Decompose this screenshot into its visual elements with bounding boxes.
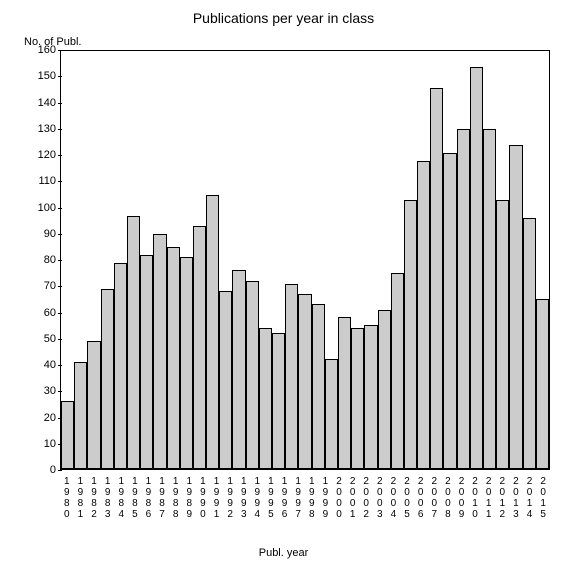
x-tick-label: 2000 [332,472,346,532]
chart-container: Publications per year in class No. of Pu… [0,0,567,567]
x-ticks: 1980198119821983198419851986198719881989… [60,472,550,532]
y-tick-label: 30 [0,385,56,397]
bar [180,257,193,469]
bar [443,153,456,469]
x-tick-label: 2009 [455,472,469,532]
x-tick-label: 1996 [278,472,292,532]
bar [127,216,140,469]
x-tick-label: 1980 [60,472,74,532]
bar [338,317,351,469]
bar [430,88,443,469]
plot-area [60,50,550,470]
x-tick-label: 1982 [87,472,101,532]
x-tick-label: 1992 [223,472,237,532]
y-tick-label: 80 [0,254,56,266]
x-tick-label: 1995 [264,472,278,532]
bar [364,325,377,469]
bar [87,341,100,469]
y-tick-label: 110 [0,175,56,187]
bar [167,247,180,469]
bar [114,263,127,469]
bar [536,299,549,469]
y-tick-label: 60 [0,307,56,319]
bar [153,234,166,469]
bar [272,333,285,469]
y-tick-label: 150 [0,70,56,82]
bar [206,195,219,469]
bar [193,226,206,469]
bar [391,273,404,469]
x-tick-label: 1985 [128,472,142,532]
y-tick-label: 40 [0,359,56,371]
bar [325,359,338,469]
x-tick-label: 2002 [359,472,373,532]
bar [74,362,87,469]
y-tick-label: 70 [0,280,56,292]
x-tick-label: 1991 [210,472,224,532]
x-tick-label: 2013 [509,472,523,532]
x-tick-label: 2010 [468,472,482,532]
x-tick-label: 1988 [169,472,183,532]
y-tick-label: 120 [0,149,56,161]
x-tick-label: 1984 [114,472,128,532]
x-tick-label: 1997 [291,472,305,532]
bar [259,328,272,469]
x-tick-label: 1981 [74,472,88,532]
y-tick-label: 0 [0,464,56,476]
bar [496,200,509,469]
x-tick-label: 2015 [536,472,550,532]
x-axis-label: Publ. year [0,547,567,559]
y-tick-label: 10 [0,438,56,450]
y-tick-label: 160 [0,44,56,56]
x-tick-label: 1990 [196,472,210,532]
chart-title: Publications per year in class [0,10,567,26]
bars-group [61,51,549,469]
y-tick-label: 100 [0,202,56,214]
x-tick-label: 1998 [305,472,319,532]
y-tick-label: 90 [0,228,56,240]
x-tick-label: 2003 [373,472,387,532]
x-tick-label: 1993 [237,472,251,532]
bar [312,304,325,469]
bar [232,270,245,469]
x-tick-label: 1989 [182,472,196,532]
x-tick-label: 2006 [414,472,428,532]
bar [246,281,259,469]
x-tick-label: 2007 [427,472,441,532]
y-ticks: 0102030405060708090100110120130140150160 [0,50,58,470]
x-tick-label: 1983 [101,472,115,532]
y-tick-label: 50 [0,333,56,345]
x-tick-label: 2011 [482,472,496,532]
bar [483,129,496,469]
bar [523,218,536,469]
bar [61,401,74,469]
x-tick-label: 1999 [319,472,333,532]
x-tick-label: 1986 [142,472,156,532]
y-tick-label: 20 [0,412,56,424]
x-tick-label: 1987 [155,472,169,532]
bar [140,255,153,469]
bar [298,294,311,469]
bar [457,129,470,469]
bar [285,284,298,469]
bar [470,67,483,469]
bar [404,200,417,469]
x-tick-label: 2014 [523,472,537,532]
x-tick-label: 2005 [400,472,414,532]
bar [509,145,522,469]
y-tick-label: 140 [0,97,56,109]
x-tick-label: 2004 [387,472,401,532]
x-tick-label: 1994 [251,472,265,532]
y-tick-label: 130 [0,123,56,135]
bar [219,291,232,469]
bar [417,161,430,469]
bar [378,310,391,469]
x-tick-label: 2012 [496,472,510,532]
x-tick-label: 2008 [441,472,455,532]
bar [351,328,364,469]
x-tick-label: 2001 [346,472,360,532]
bar [101,289,114,469]
